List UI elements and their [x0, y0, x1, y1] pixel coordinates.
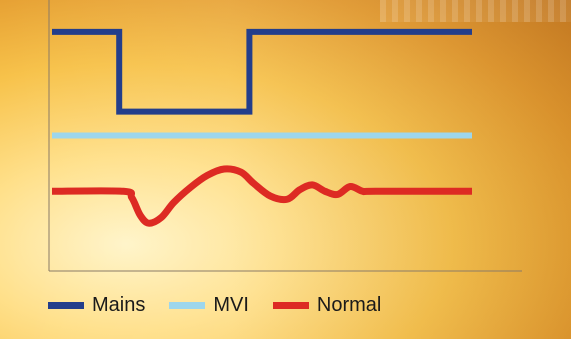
legend-swatch-normal — [272, 302, 309, 309]
legend-item-mvi: MVI — [169, 294, 249, 317]
legend-swatch-mains — [48, 302, 84, 309]
legend-label-mvi: MVI — [213, 294, 249, 316]
series-layer — [51, 28, 472, 227]
legend-label-normal: Normal — [316, 294, 382, 316]
series-line-normal — [51, 165, 472, 227]
series-line-mains — [52, 28, 472, 115]
legend-swatch-mvi — [169, 302, 206, 309]
legend: Mains MVI Normal — [48, 294, 405, 317]
legend-label-mains: Mains — [92, 294, 146, 316]
legend-item-mains: Mains — [48, 294, 145, 317]
legend-item-normal: Normal — [272, 294, 382, 317]
